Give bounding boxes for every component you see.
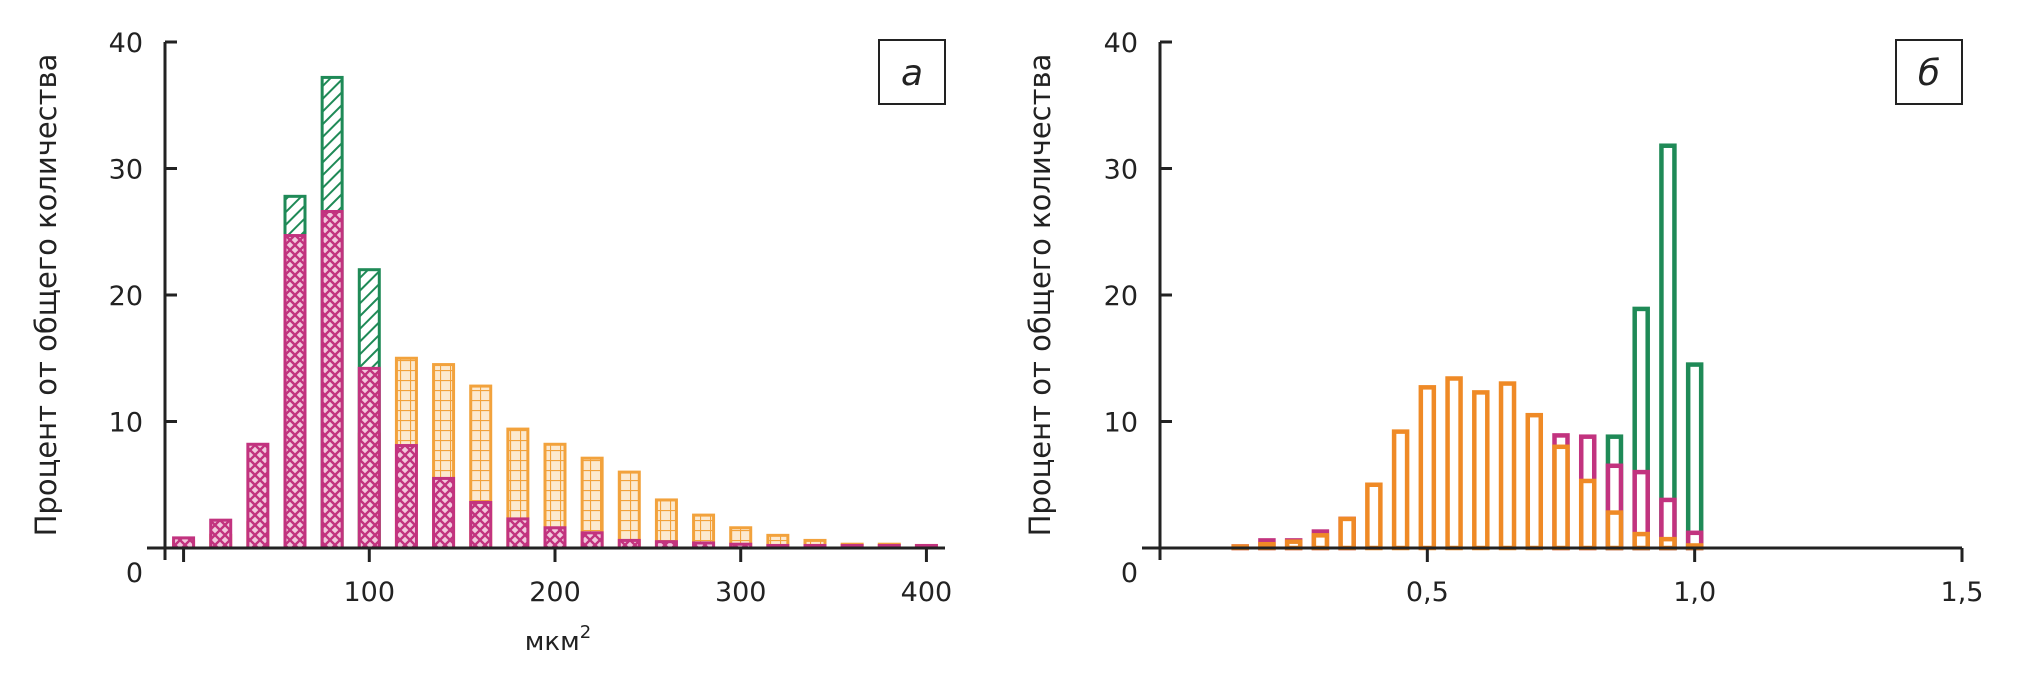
bar-magenta [246,442,270,550]
bar-magenta [172,536,196,550]
panel-label: б [1918,53,1940,94]
panel-label: а [901,53,923,94]
bar-magenta [469,500,493,550]
bar-magenta [580,531,604,550]
x-tick-label: 1,5 [1941,577,1984,608]
y-tick-label: 0 [1121,558,1138,589]
bar-orange_dark [1418,385,1437,551]
y-tick-label: 40 [1104,28,1138,59]
panel-label-box [1895,39,1963,105]
y-tick-label: 20 [109,281,143,312]
series-magenta [1231,433,1704,551]
x-axis-label: мкм2 [525,622,591,657]
y-axis-label: Процент от общего количества [1023,54,1057,537]
bar-magenta [432,476,456,550]
y-tick-label: 0 [126,558,143,589]
bar-orange_dark [1498,381,1517,551]
y-tick-label: 30 [109,155,143,186]
bar-orange_dark [1605,510,1624,551]
bar-orange_dark [1632,531,1650,551]
x-tick-label: 200 [529,577,581,608]
bar-magenta [506,517,530,550]
chart-panel-b: 0 10 20 30 40 0,5 1,0 1,5 Процент от общего коли… [1023,28,1983,608]
x-tick-label: 400 [901,577,953,608]
y-tick-label: 10 [109,408,143,439]
bar-orange [617,470,641,550]
bar-green [1685,362,1704,551]
bar-orange_dark [1311,533,1330,551]
bar-orange_dark [1578,478,1597,551]
bar-orange_dark [1391,429,1410,551]
bar-orange_dark [1365,482,1383,551]
x-tick-label: 1,0 [1673,577,1716,608]
bar-orange_dark [1525,412,1544,551]
series-orange_dark [1231,376,1704,551]
bar-orange_dark [1445,376,1463,551]
bar-magenta [320,210,344,550]
chart-panel-a: 0 10 20 30 40 100 200 300 400 Процент от общего к… [29,28,952,657]
y-tick-label: 10 [1104,408,1138,439]
bar-green [1659,143,1677,551]
bar-magenta [543,526,567,550]
bar-orange_dark [1338,516,1356,551]
y-axis-label: Процент от общего количества [29,54,63,537]
bar-orange_dark [1552,444,1570,551]
x-tick-label: 300 [715,577,767,608]
bar-magenta [357,366,381,550]
x-tick-label: 0,5 [1406,577,1449,608]
bar-orange_dark [1472,390,1490,551]
x-tick-label: 100 [344,577,396,608]
panel-label-box [878,39,946,105]
bar-magenta [394,444,418,550]
bar-magenta [283,234,307,550]
y-tick-label: 20 [1104,281,1138,312]
series-magenta [172,210,938,550]
y-tick-label: 40 [109,28,143,59]
bar-magenta [209,518,233,550]
y-tick-label: 30 [1104,155,1138,186]
